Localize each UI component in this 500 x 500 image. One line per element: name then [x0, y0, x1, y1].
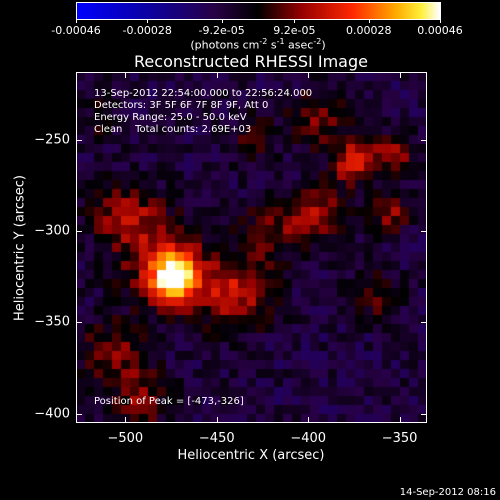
colorbar-tick: [368, 19, 370, 23]
y-tick-left: [76, 322, 82, 324]
colorbar-tick-label: 0.00046: [417, 24, 463, 37]
x-tick-top: [216, 72, 218, 78]
colorbar: [76, 2, 440, 19]
y-tick-left: [76, 139, 82, 141]
x-tick-bottom: [125, 417, 127, 423]
y-tick-right: [421, 322, 427, 324]
y-tick-left: [76, 231, 82, 233]
y-tick-label: −400: [34, 406, 70, 422]
y-tick-left: [76, 413, 82, 415]
colorbar-tick: [440, 19, 441, 23]
colorbar-tick-label: 0.00028: [346, 24, 392, 37]
chart-title: Reconstructed RHESSI Image: [134, 52, 368, 71]
y-tick-label: −300: [34, 223, 70, 239]
x-tick-bottom: [308, 417, 310, 423]
rhessi-image: [76, 72, 427, 423]
colorbar-tick-label: -0.00046: [51, 24, 101, 37]
x-tick-label: −450: [198, 431, 235, 446]
colorbar-tick: [147, 19, 149, 23]
x-tick-label: −500: [107, 431, 144, 446]
time-range-label: 13-Sep-2012 22:54:00.000 to 22:56:24.000: [94, 88, 313, 99]
x-tick-bottom: [216, 417, 218, 423]
x-axis-label: Heliocentric X (arcsec): [177, 448, 325, 463]
x-tick-top: [125, 72, 127, 78]
y-tick-right: [421, 231, 427, 233]
peak-position-label: Position of Peak = [-473,-326]: [94, 396, 244, 407]
energy-range-label: Energy Range: 25.0 - 50.0 keV: [94, 112, 247, 123]
colorbar-tick-label: 9.2e-05: [273, 24, 316, 37]
colorbar-units-label: (photons cm-2 s-1 asec-2): [190, 37, 326, 52]
timestamp: 14-Sep-2012 08:16: [399, 487, 496, 498]
x-tick-bottom: [399, 417, 401, 423]
x-tick-top: [308, 72, 310, 78]
y-tick-label: −250: [34, 132, 70, 148]
colorbar-tick: [76, 19, 77, 23]
y-tick-right: [421, 139, 427, 141]
x-tick-label: −400: [290, 431, 327, 446]
x-tick-label: −350: [381, 431, 418, 446]
colorbar-tick: [294, 19, 296, 23]
y-tick-right: [421, 413, 427, 415]
colorbar-tick: [221, 19, 223, 23]
colorbar-tick-label: -9.2e-05: [198, 24, 245, 37]
y-tick-label: −350: [34, 314, 70, 330]
y-axis-label: Heliocentric Y (arcsec): [12, 175, 28, 321]
detectors-label: Detectors: 3F 5F 6F 7F 8F 9F, Att 0: [94, 100, 269, 111]
x-tick-top: [399, 72, 401, 78]
colorbar-tick-label: -0.00028: [122, 24, 172, 37]
clean-counts-label: Clean Total counts: 2.69E+03: [94, 124, 252, 135]
